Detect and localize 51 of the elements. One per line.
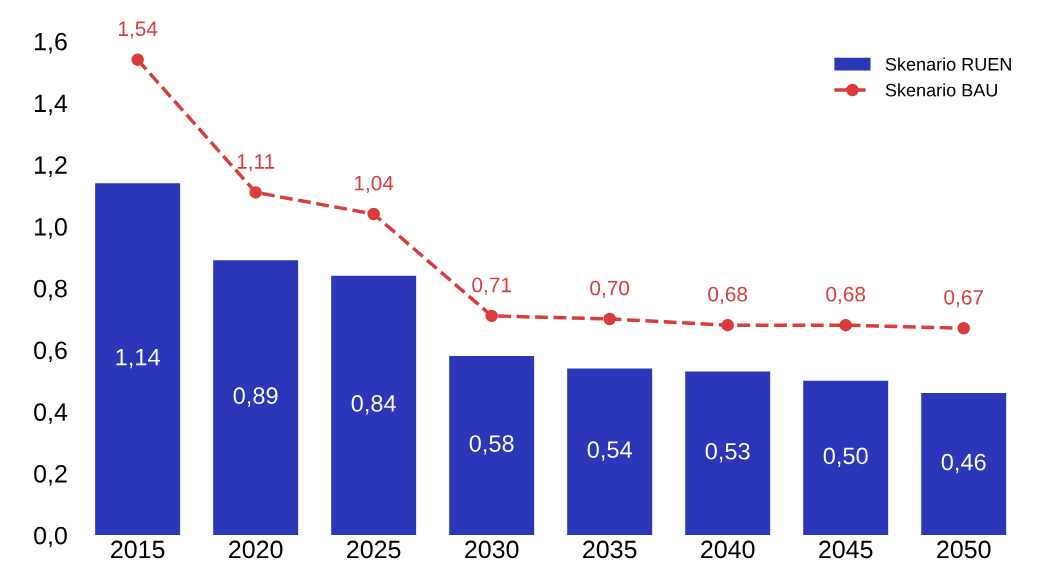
data-label: 0,84 [351,395,396,415]
data-label: 0,71 [472,277,511,295]
data-label: 1,04 [354,175,394,193]
x-tick-label: 2015 [111,540,165,559]
data-label: 0,58 [469,435,514,455]
point [839,318,852,332]
legend-label: Skenario BAU [885,83,997,97]
bar [803,380,889,536]
bar [567,368,653,536]
point [485,309,498,323]
y-tick-label: 1,2 [35,156,67,177]
y-tick-label: 0,0 [34,526,67,548]
bar [685,371,771,536]
x-tick-label: 2045 [819,540,873,559]
point [957,322,970,335]
y-tick-label: 1,4 [35,94,68,116]
x-tick-label: 2030 [465,540,519,559]
data-label: 0,67 [944,289,983,308]
point [131,53,144,66]
point [603,312,616,326]
x-tick-label: 2040 [701,540,755,559]
y-tick-label: 0,4 [34,403,68,424]
data-label: 0,46 [941,453,986,474]
point [721,318,734,332]
y-tick-label: 0,2 [34,464,67,486]
y-tick-label: 0,8 [34,279,67,301]
data-label: 0,50 [823,447,868,468]
y-tick-label: 1,0 [35,217,67,239]
x-tick-label: 2035 [583,540,637,559]
data-label: 1,14 [116,348,160,369]
bar [331,275,417,536]
point [367,207,380,221]
legend-label: Skenario RUEN [885,57,1011,71]
y-tick-label: 1,6 [35,32,67,54]
bar [95,183,181,536]
data-label: 0,89 [233,387,278,407]
bar [213,260,299,536]
point [249,186,262,199]
x-tick-label: 2050 [937,540,991,559]
bar [921,393,1007,536]
data-label: 0,68 [708,286,748,305]
data-label: 1,54 [118,21,158,39]
data-label: 0,70 [590,280,630,298]
bar [449,356,535,536]
x-tick-label: 2020 [229,540,283,559]
y-tick-label: 0,6 [34,341,67,363]
data-label: 0,54 [587,441,632,461]
data-label: 0,68 [826,286,866,305]
x-tick-label: 2025 [347,540,401,559]
data-label: 1,11 [237,154,275,172]
data-label: 0,53 [705,442,750,463]
